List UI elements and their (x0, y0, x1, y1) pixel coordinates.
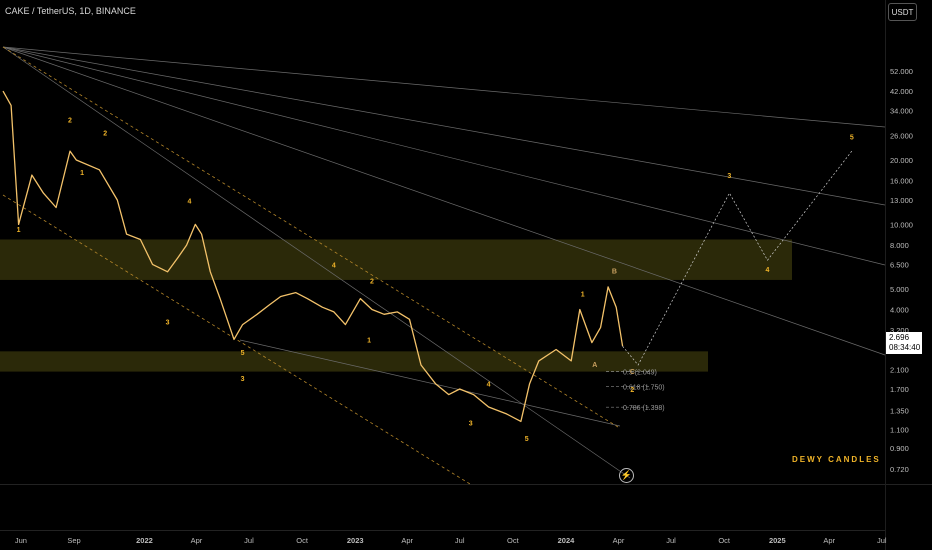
time-tick-label: Apr (401, 536, 413, 545)
wave-label: 4 (188, 199, 192, 206)
price-tick-label: 2.100 (890, 365, 909, 374)
time-tick-label: Jul (877, 536, 887, 545)
support-resistance-zone (0, 351, 708, 372)
bar-countdown: 08:34:40 (889, 343, 921, 352)
wave-label: 4 (487, 381, 491, 388)
wave-label: C (630, 369, 635, 376)
wave-label: 4 (766, 267, 770, 274)
trend-fan-line (2, 46, 886, 266)
price-tick-label: 42.000 (890, 87, 913, 96)
wave-label: 4 (332, 262, 336, 269)
price-tick-label: 16.000 (890, 177, 913, 186)
time-tick-label: Apr (191, 536, 203, 545)
wave-label: 2 (68, 117, 72, 124)
time-tick-label: Oct (718, 536, 731, 545)
lightning-bolt-icon[interactable]: ⚡ (619, 468, 634, 483)
price-tick-label: 4.000 (890, 306, 909, 315)
price-tick-label: 20.000 (890, 156, 913, 165)
wave-label: 5 (525, 436, 529, 443)
currency-button[interactable]: USDT (888, 3, 917, 21)
trend-fan-line (2, 46, 631, 479)
wave-label: 1 (80, 170, 84, 177)
price-tick-label: 1.350 (890, 406, 909, 415)
support-resistance-zone (0, 239, 792, 280)
time-tick-label: 2025 (769, 536, 786, 545)
time-tick-label: 2024 (558, 536, 576, 545)
wave-label: 1 (17, 227, 21, 234)
last-price-tag: 2.696 08:34:40 (886, 332, 922, 354)
price-series-line (2, 90, 624, 423)
price-tick-label: 0.720 (890, 465, 909, 474)
time-tick-label: Apr (823, 536, 835, 545)
last-price-value: 2.696 (889, 333, 910, 342)
time-tick-label: Oct (296, 536, 309, 545)
price-tick-label: 26.000 (890, 132, 913, 141)
wave-label: 3 (166, 320, 170, 327)
wave-projection-path (622, 150, 853, 366)
trend-fan-line (239, 339, 621, 427)
trend-fan-line (2, 46, 886, 128)
price-tick-label: 34.000 (890, 107, 913, 116)
time-tick-label: Jul (666, 536, 676, 545)
fib-level-label: 0.5 (2.049) (623, 370, 657, 377)
price-tick-label: 0.900 (890, 444, 909, 453)
wave-label: 2 (370, 278, 374, 285)
channel-lower-line (2, 194, 471, 485)
price-tick-label: 1.100 (890, 425, 909, 434)
wave-label: 1 (581, 292, 585, 299)
time-tick-label: Sep (67, 536, 80, 545)
wave-label: B (612, 268, 617, 275)
price-tick-label: 3.200 (890, 326, 909, 335)
time-tick-label: Oct (507, 536, 520, 545)
time-tick-label: Jun (15, 536, 27, 545)
wave-label: 1 (367, 338, 371, 345)
time-tick-label: 2022 (136, 536, 153, 545)
price-tick-label: 10.000 (890, 220, 913, 229)
fib-level-label: 0.618 (1.750) (623, 384, 665, 391)
price-tick-label: 8.000 (890, 241, 909, 250)
time-tick-label: Apr (613, 536, 625, 545)
wave-label: 5 (850, 134, 854, 141)
trend-fan-line (2, 46, 886, 356)
channel-upper-line (2, 46, 619, 428)
wave-label: 5 (241, 350, 245, 357)
wave-label: 3 (469, 420, 473, 427)
price-tick-label: 6.500 (890, 260, 909, 269)
watermark-text: DEWY CANDLES (792, 455, 881, 464)
price-tick-label: 13.000 (890, 196, 913, 205)
wave-label: 3 (241, 376, 245, 383)
wave-label: A (592, 362, 597, 369)
time-tick-label: Jul (244, 536, 254, 545)
wave-label: 2 (630, 387, 634, 394)
price-tick-label: 52.000 (890, 67, 913, 76)
wave-label: 2 (103, 131, 107, 138)
symbol-title[interactable]: CAKE / TetherUS, 1D, BINANCE (5, 6, 136, 16)
time-tick-label: Jul (455, 536, 465, 545)
trend-fan-line (2, 46, 886, 206)
price-tick-label: 5.000 (890, 285, 909, 294)
wave-label: 3 (727, 173, 731, 180)
price-tick-label: 1.700 (890, 385, 909, 394)
time-tick-label: 2023 (347, 536, 364, 545)
fib-level-label: 0.786 (1.398) (623, 405, 665, 412)
